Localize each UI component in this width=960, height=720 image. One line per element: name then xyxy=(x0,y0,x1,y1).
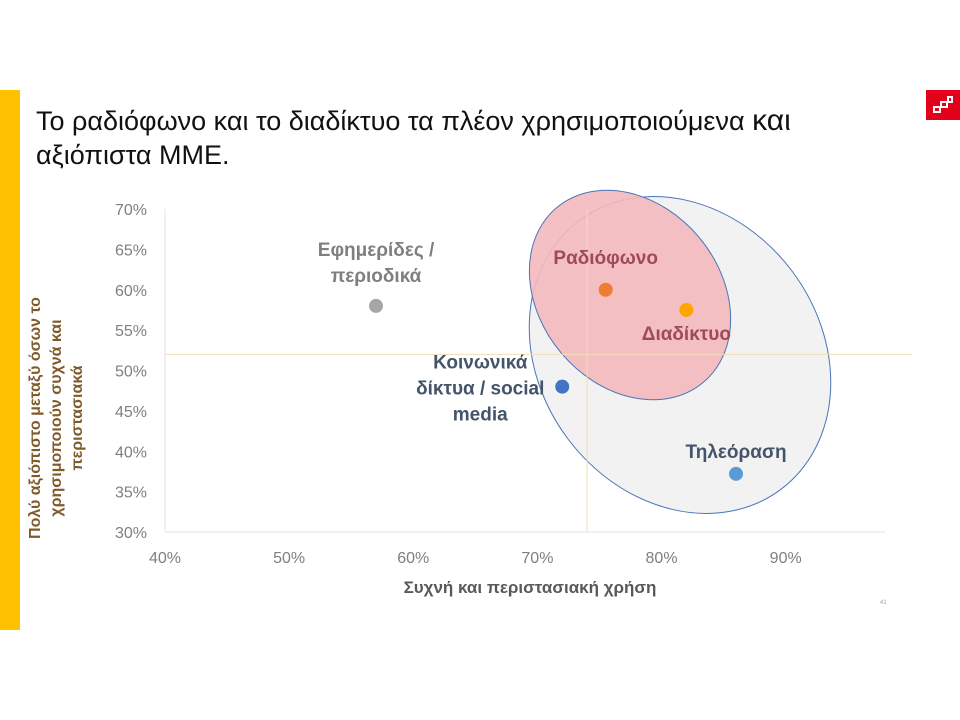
title-main: Το ραδιόφωνο και το διαδίκτυο τα πλέον χ… xyxy=(36,106,745,136)
logo-mark-icon xyxy=(933,96,953,113)
accent-bar xyxy=(0,90,20,630)
page-number: 41 xyxy=(880,600,887,606)
y-axis-label: Πολύ αξιόπιστο μεταξύ όσων το χρησιμοποι… xyxy=(27,297,86,539)
radio-internet-ellipse xyxy=(528,189,732,401)
point-label: Εφημερίδες / περιοδικά xyxy=(318,240,435,287)
x-tick-label: 80% xyxy=(646,550,678,567)
point-label-line: media xyxy=(453,405,508,426)
data-point xyxy=(679,302,694,317)
y-tick-label: 50% xyxy=(115,364,147,381)
reference-lines xyxy=(165,209,912,532)
point-label: Διαδίκτυο xyxy=(642,324,731,345)
title-emphasis: και xyxy=(752,104,791,137)
data-point xyxy=(555,379,570,394)
x-tick-label: 70% xyxy=(521,550,553,567)
y-tick-label: 45% xyxy=(115,404,147,421)
point-label: Τηλεόραση xyxy=(686,442,787,463)
point-label-line: περιοδικά xyxy=(331,266,422,287)
point-label-line: δίκτυα / social xyxy=(416,379,544,400)
point-label: Κοινωνικά δίκτυα / social media xyxy=(416,353,544,426)
plot-grid xyxy=(164,209,885,533)
x-axis-label: Συχνή και περιστασιακή χρήση xyxy=(404,578,657,597)
point-label-line: Κοινωνικά xyxy=(433,353,528,374)
y-tick-label: 30% xyxy=(115,525,147,542)
data-point xyxy=(369,298,384,313)
point-labels: Εφημερίδες / περιοδικά Ραδιόφωνο Διαδίκτυο Κ… xyxy=(318,240,787,463)
y-tick-label: 40% xyxy=(115,444,147,461)
brand-logo xyxy=(926,90,960,120)
x-tick-label: 50% xyxy=(273,550,305,567)
x-tick-label: 40% xyxy=(149,550,181,567)
y-axis-label-line-3: περιστασιακά xyxy=(69,365,86,470)
y-axis-ticks: 30% 35% 40% 45% 50% 55% 60% 65% 70% xyxy=(115,202,147,542)
x-tick-label: 90% xyxy=(770,550,802,567)
y-tick-label: 55% xyxy=(115,323,147,340)
y-tick-label: 65% xyxy=(115,242,147,259)
point-label-line: Εφημερίδες / xyxy=(318,240,435,261)
y-tick-label: 70% xyxy=(115,202,147,219)
y-axis-label-line-1: Πολύ αξιόπιστο μεταξύ όσων το xyxy=(27,297,44,539)
data-points xyxy=(369,282,744,481)
y-tick-label: 35% xyxy=(115,485,147,502)
page-title: Το ραδιόφωνο και το διαδίκτυο τα πλέον χ… xyxy=(36,104,896,172)
point-label-line: Διαδίκτυο xyxy=(642,324,731,345)
grouping-ellipses xyxy=(528,189,832,514)
data-point xyxy=(598,282,613,297)
point-label-line: Τηλεόραση xyxy=(686,442,787,463)
title-line-2: αξιόπιστα ΜΜΕ. xyxy=(36,140,230,170)
point-label: Ραδιόφωνο xyxy=(553,248,658,269)
y-tick-label: 60% xyxy=(115,283,147,300)
y-axis-label-line-2: χρησιμοποιούν συχνά και xyxy=(48,319,65,516)
x-tick-label: 60% xyxy=(397,550,429,567)
x-axis-ticks: 40% 50% 60% 70% 80% 90% xyxy=(149,550,802,567)
point-label-line: Ραδιόφωνο xyxy=(553,248,658,269)
data-point xyxy=(729,466,744,481)
